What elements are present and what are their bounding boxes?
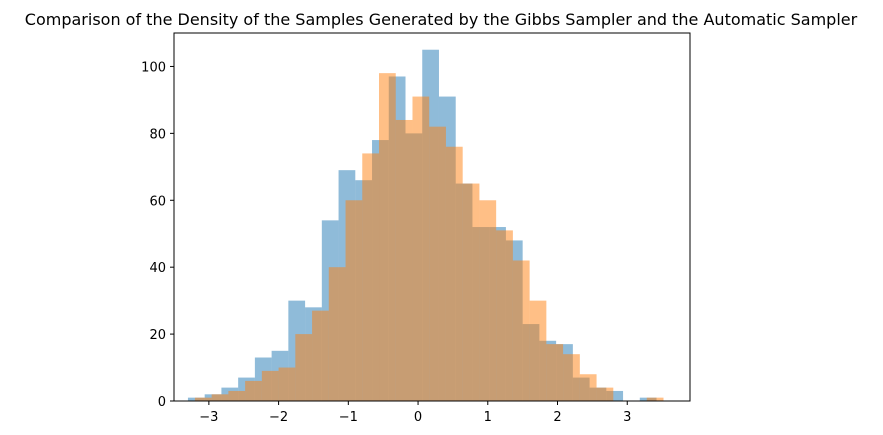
x-tick-label: 1 xyxy=(484,410,492,425)
y-tick-label: 20 xyxy=(149,328,166,343)
x-axis: −3 −2 −1 0 1 2 3 xyxy=(199,401,631,425)
y-tick-label: 0 xyxy=(158,395,166,410)
x-tick-label: −3 xyxy=(199,410,218,425)
x-tick-label: 3 xyxy=(623,410,631,425)
x-tick-label: −2 xyxy=(269,410,288,425)
histogram-bar-series-2 xyxy=(596,387,614,401)
histogram-bar-series-2 xyxy=(462,183,480,401)
x-tick-label: −1 xyxy=(339,410,358,425)
histogram-bar-series-2 xyxy=(245,380,262,401)
histogram-bar-series-2 xyxy=(646,397,664,401)
histogram-bar-series-2 xyxy=(228,390,246,401)
histogram-bar-series-2 xyxy=(362,153,380,401)
axes-spines xyxy=(173,32,691,402)
histogram-bar-series-2 xyxy=(563,354,580,401)
chart-title: Comparison of the Density of the Samples… xyxy=(25,10,858,29)
histogram-bar-series-2 xyxy=(328,267,346,401)
y-tick-label: 60 xyxy=(149,194,166,209)
histogram-bar-series-2 xyxy=(579,374,597,401)
histogram-bar-series-2 xyxy=(395,119,413,402)
x-tick-label: 2 xyxy=(553,410,561,425)
y-tick-label: 40 xyxy=(149,261,166,276)
histogram-bar-series-2 xyxy=(261,370,279,401)
y-tick-label: 80 xyxy=(149,127,166,142)
histogram-bar-series-1 xyxy=(606,390,624,401)
histogram-bar-series-2 xyxy=(278,367,296,401)
y-axis: 0 20 40 60 80 100 xyxy=(141,60,174,410)
histogram-bar-series-2 xyxy=(496,230,513,401)
histogram-bar-series-2 xyxy=(445,146,463,401)
histogram-bar-series-2 xyxy=(412,96,430,402)
histogram-bar-series-2 xyxy=(529,300,547,401)
histogram-bar-series-2 xyxy=(429,126,446,401)
histogram-bar-series-2 xyxy=(295,334,313,401)
axes-frame xyxy=(173,32,691,402)
x-tick-label: 0 xyxy=(414,410,422,425)
histogram-bar-series-2 xyxy=(379,73,396,402)
histogram-bar-series-2 xyxy=(512,260,530,401)
histogram-bar-series-2 xyxy=(546,344,564,401)
histogram-bars xyxy=(187,49,664,402)
histogram-bar-series-2 xyxy=(345,200,363,401)
histogram-bar-series-2 xyxy=(211,394,229,401)
histogram-bar-series-2 xyxy=(194,397,212,401)
histogram-bar-series-2 xyxy=(479,200,497,401)
y-tick-label: 100 xyxy=(141,60,166,75)
histogram-bar-series-2 xyxy=(312,310,329,401)
